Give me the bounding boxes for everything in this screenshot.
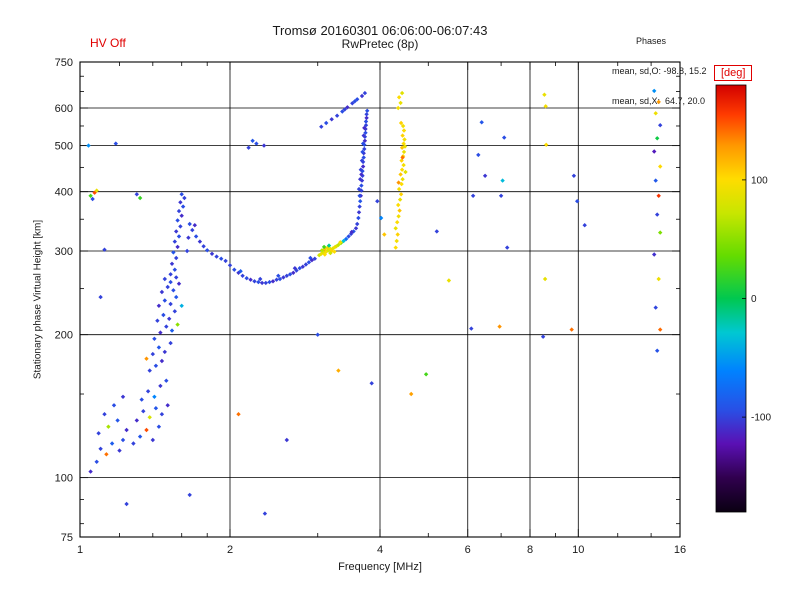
svg-text:4: 4 [377,544,383,556]
y-axis-label: Stationary phase Virtual Height [km] [32,219,44,380]
colorbar-unit-label: [deg] [714,65,753,81]
plot-title: Tromsø 20160301 06:06:00-06:07:43 [272,23,488,38]
phases-title: Phases [636,36,667,46]
svg-text:2: 2 [227,544,233,556]
svg-text:0: 0 [751,294,757,305]
phases-stats-block: Phases mean, sd,O: -98.8, 15.2 mean, sd,… [612,16,707,126]
phases-mean-sd-x: mean, sd,X: 64.7, 20.0 [612,96,706,106]
svg-text:8: 8 [527,544,533,556]
svg-text:400: 400 [55,187,73,199]
svg-text:200: 200 [55,330,73,342]
svg-text:75: 75 [61,532,73,544]
svg-text:300: 300 [55,246,73,258]
x-axis-label: Frequency [MHz] [338,561,422,573]
hv-off-label: HV Off [90,36,126,50]
svg-text:-100: -100 [751,413,771,424]
plot-subtitle: RwPretec (8p) [341,37,419,51]
svg-text:500: 500 [55,141,73,153]
svg-text:100: 100 [55,473,73,485]
phases-mean-sd-o: mean, sd,O: -98.8, 15.2 [612,66,707,76]
svg-text:750: 750 [55,57,73,69]
svg-text:600: 600 [55,103,73,115]
svg-text:10: 10 [572,544,584,556]
svg-text:16: 16 [674,544,686,556]
svg-text:6: 6 [465,544,471,556]
svg-text:100: 100 [751,175,768,186]
svg-text:1: 1 [77,544,83,556]
